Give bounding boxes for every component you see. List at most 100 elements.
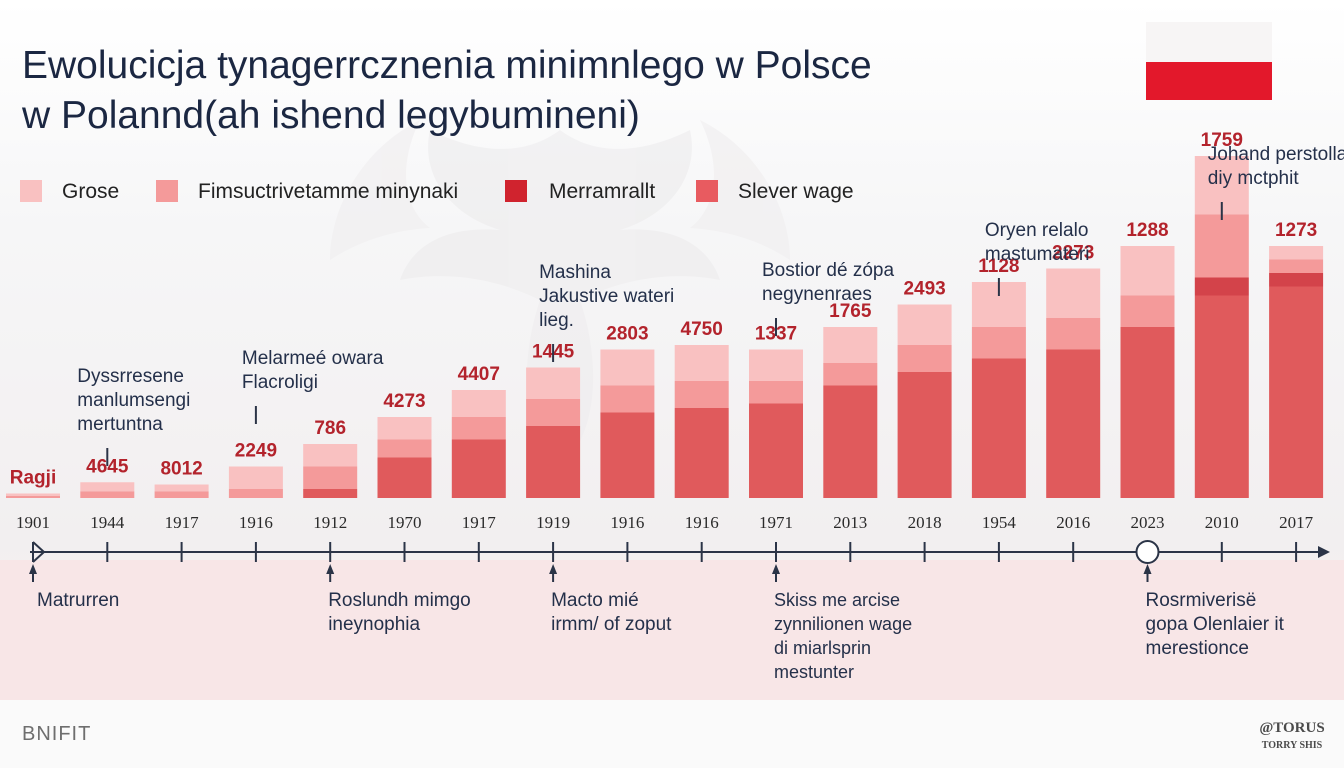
bar-segment-4-2010 bbox=[1194, 295, 1249, 498]
bar-segment-1-1971 bbox=[749, 349, 803, 381]
bar-segment-2-2018 bbox=[897, 345, 952, 372]
bar-segment-1-1917 bbox=[451, 390, 506, 417]
category-label: 2023 bbox=[1131, 513, 1165, 532]
annotation-text: Melarmeé owara bbox=[242, 348, 384, 369]
footer-band bbox=[0, 700, 1344, 768]
category-label: 1919 bbox=[536, 513, 570, 532]
value-label: 2273 bbox=[1052, 243, 1094, 264]
bar-segment-1-2016 bbox=[1046, 268, 1101, 318]
annotation-text: merestionce bbox=[1146, 638, 1250, 659]
bar-segment-2-2017 bbox=[1269, 259, 1324, 273]
bar-segment-2-1971 bbox=[749, 381, 803, 404]
category-label: 2018 bbox=[908, 513, 942, 532]
bar-segment-4-1970 bbox=[377, 457, 432, 498]
bar-segment-4-2017 bbox=[1269, 286, 1324, 498]
category-label: 1917 bbox=[165, 513, 200, 532]
value-label: Ragji bbox=[10, 468, 56, 489]
annotation-text: lieg. bbox=[539, 310, 574, 331]
annotation-text: Rosrmiverisë bbox=[1146, 590, 1257, 611]
bar-segment-2-1954 bbox=[971, 327, 1026, 359]
value-label: 1128 bbox=[978, 256, 1019, 277]
category-label: 2010 bbox=[1205, 513, 1239, 532]
legend-label-grose: Grose bbox=[62, 180, 119, 203]
bar-segment-1-1917 bbox=[154, 484, 209, 492]
annotation-text: Oryen relalo bbox=[985, 220, 1089, 241]
value-label: 1288 bbox=[1126, 220, 1168, 241]
annotation-text: Matrurren bbox=[37, 590, 119, 611]
annotation-arrow-icon bbox=[29, 564, 37, 574]
annotation-text: di miarlsprin bbox=[774, 638, 871, 658]
legend-swatch-merramrallt bbox=[505, 180, 527, 202]
category-label: 1954 bbox=[982, 513, 1017, 532]
annotation-text: zynnilionen wage bbox=[774, 614, 912, 634]
timeline-arrow-icon bbox=[1318, 546, 1330, 558]
bar-segment-2-2016 bbox=[1046, 318, 1101, 350]
value-label: 2493 bbox=[903, 279, 945, 300]
bar-segment-1-1919 bbox=[526, 367, 581, 399]
timeline-marker-icon bbox=[1135, 540, 1160, 564]
bar-segment-1-2017 bbox=[1269, 246, 1324, 260]
legend-label-slever-wage: Slever wage bbox=[738, 180, 854, 203]
bar-segment-2-1917 bbox=[451, 417, 506, 440]
category-label: 1971 bbox=[759, 513, 793, 532]
annotations-group: Dyssrresene manlumsengi mertuntna Melarmeé … bbox=[29, 144, 1344, 682]
bar-segment-4-1954 bbox=[971, 358, 1026, 498]
bar-segment-4-1916 bbox=[674, 408, 729, 498]
legend-swatch-slever-wage bbox=[696, 180, 718, 202]
bar-segment-1-1916 bbox=[228, 466, 283, 489]
bar-segment-2-2010 bbox=[1194, 214, 1249, 278]
value-label: 2249 bbox=[235, 441, 277, 462]
bar-segment-2-1917 bbox=[154, 491, 209, 498]
bar-segment-1-1970 bbox=[377, 417, 432, 440]
annotation-text: Skiss me arcise bbox=[774, 590, 900, 610]
chart-subtitle: w Polannd(ah ishend legybumineni) bbox=[21, 94, 640, 137]
annotation-text: Flacroligi bbox=[242, 372, 318, 393]
annotation-text: diy mctphit bbox=[1208, 168, 1300, 189]
annotation-text: Jakustive wateri bbox=[539, 286, 674, 307]
category-label: 1916 bbox=[239, 513, 273, 532]
bar-segment-2-1919 bbox=[526, 399, 581, 426]
annotation-text: Macto mié bbox=[551, 590, 639, 611]
bars-group bbox=[6, 156, 1324, 498]
annotation-text: ineynophia bbox=[328, 614, 420, 635]
footer-brand-left: BNIFIT bbox=[22, 723, 91, 745]
bar-segment-2-1901 bbox=[6, 495, 60, 498]
category-label: 1916 bbox=[685, 513, 719, 532]
footer-brand-right-sub: TORRY SHIS bbox=[1262, 740, 1323, 751]
timeline-start-chevron-icon bbox=[32, 541, 46, 563]
bar-segment-4-2018 bbox=[897, 372, 952, 498]
annotation-text: Bostior dé zópa bbox=[762, 260, 894, 281]
poland-flag-icon bbox=[1146, 22, 1272, 100]
bar-segment-2-1912 bbox=[303, 466, 358, 489]
bar-segment-4-1919 bbox=[526, 426, 581, 498]
footer-brand-right: @TORUS bbox=[1259, 720, 1324, 736]
category-label: 1912 bbox=[313, 513, 347, 532]
bar-segment-2-1970 bbox=[377, 439, 432, 458]
value-label: 2803 bbox=[606, 324, 648, 345]
category-label: 1901 bbox=[16, 513, 50, 532]
bar-segment-4-1971 bbox=[749, 403, 803, 498]
annotation-text: Mashina bbox=[539, 262, 611, 283]
annotation-arrow-icon bbox=[326, 564, 335, 574]
annotation-text: mertuntna bbox=[77, 414, 163, 435]
value-label: 1759 bbox=[1201, 130, 1243, 151]
bar-segment-1-1916 bbox=[600, 349, 655, 386]
bar-segment-2-1916 bbox=[228, 489, 283, 498]
value-label: 4645 bbox=[86, 456, 129, 477]
bar-segment-4-1912 bbox=[303, 489, 358, 498]
bar-segment-1-1901 bbox=[6, 493, 60, 496]
bar-segment-2-1916 bbox=[674, 381, 729, 408]
legend: Grose Fimsuctrivetamme minynaki Merramra… bbox=[20, 180, 854, 203]
value-label: 4273 bbox=[383, 391, 425, 412]
legend-swatch-fimsuctrivetamme bbox=[156, 180, 178, 202]
timeline-axis bbox=[30, 540, 1330, 564]
value-label: 1273 bbox=[1275, 220, 1317, 241]
category-label: 2017 bbox=[1279, 513, 1314, 532]
annotation-arrow-icon bbox=[1143, 564, 1152, 574]
annotation-text: gopa Olenlaier it bbox=[1146, 614, 1285, 635]
value-label: 786 bbox=[314, 418, 346, 439]
bar-segment-1-1916 bbox=[674, 345, 729, 381]
value-label: 8012 bbox=[160, 459, 202, 480]
